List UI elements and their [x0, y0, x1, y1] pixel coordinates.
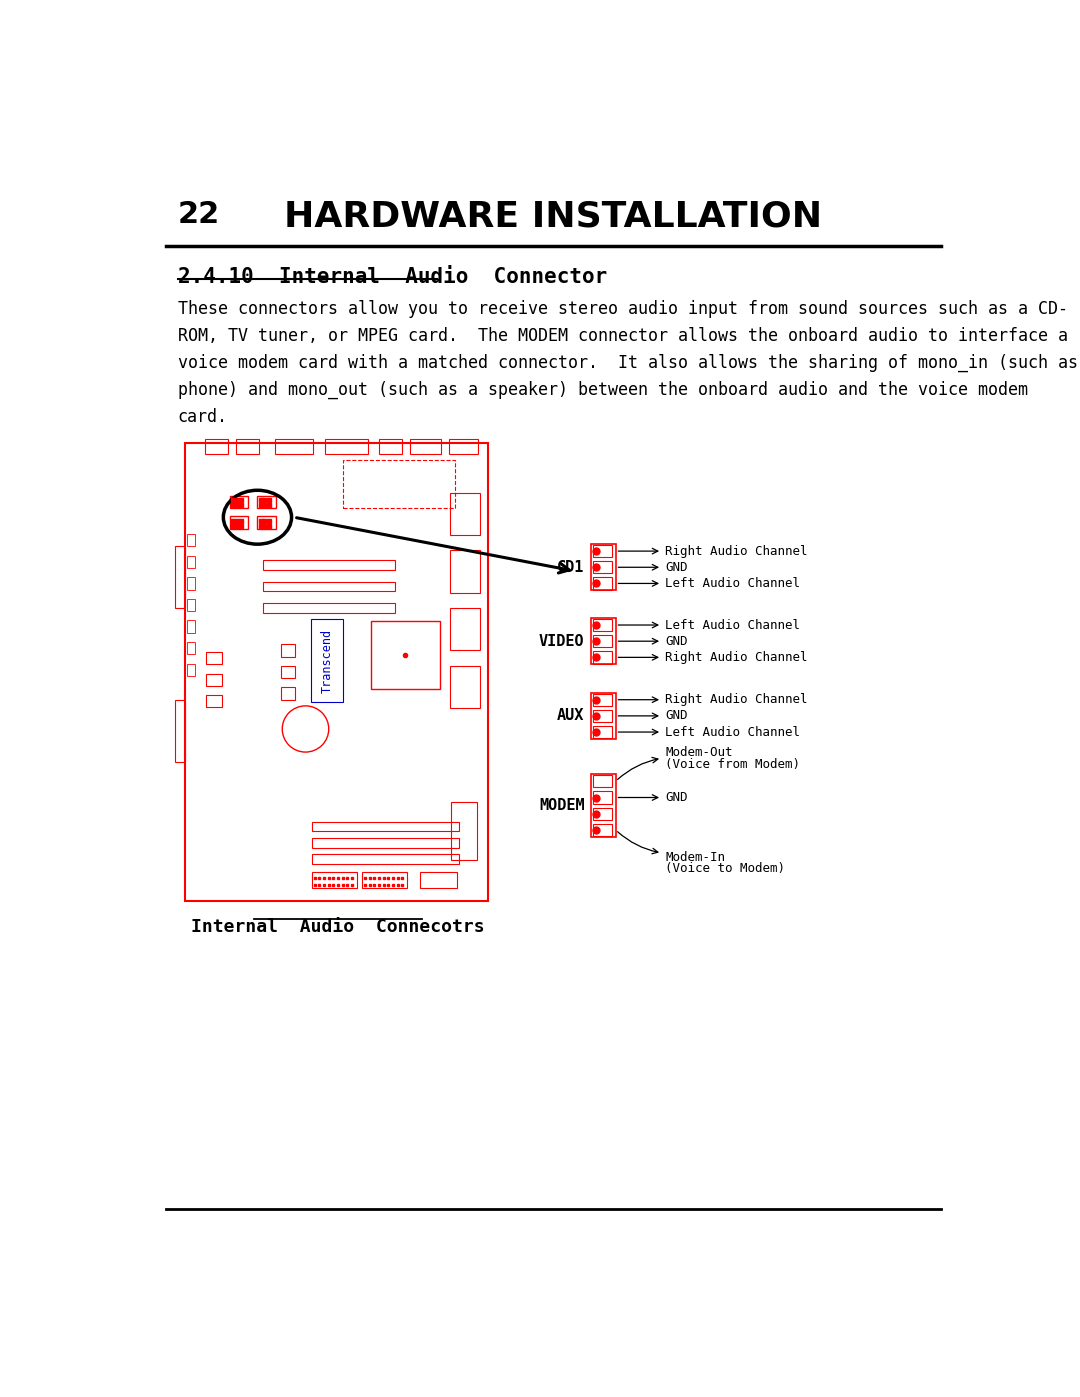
- Bar: [420, 872, 458, 887]
- Text: VIDEO: VIDEO: [539, 634, 584, 648]
- Bar: [451, 802, 476, 861]
- Bar: [187, 664, 194, 676]
- Bar: [593, 726, 611, 738]
- Text: 2.4.10  Internal  Audio  Connector: 2.4.10 Internal Audio Connector: [177, 267, 607, 286]
- Bar: [593, 545, 611, 557]
- Bar: [591, 545, 616, 591]
- Text: Left Audio Channel: Left Audio Channel: [665, 619, 800, 631]
- Text: MODEM: MODEM: [539, 798, 584, 813]
- Text: GND: GND: [665, 710, 688, 722]
- Bar: [281, 687, 295, 700]
- Bar: [591, 693, 616, 739]
- Bar: [262, 604, 394, 613]
- Bar: [312, 838, 459, 848]
- Bar: [593, 775, 611, 788]
- Bar: [262, 583, 394, 591]
- Text: Modem-In: Modem-In: [665, 851, 725, 865]
- Bar: [362, 872, 407, 887]
- Bar: [187, 599, 194, 610]
- Bar: [262, 560, 394, 570]
- Bar: [175, 700, 186, 763]
- Bar: [206, 652, 221, 665]
- Bar: [410, 439, 441, 454]
- Text: (Voice to Modem): (Voice to Modem): [665, 862, 785, 875]
- Bar: [450, 550, 480, 592]
- Text: CD1: CD1: [557, 560, 584, 574]
- Bar: [312, 855, 459, 863]
- Text: GND: GND: [665, 634, 688, 648]
- Bar: [175, 546, 186, 608]
- Bar: [206, 696, 221, 707]
- Text: Modem-Out: Modem-Out: [665, 746, 732, 759]
- Text: GND: GND: [665, 791, 688, 805]
- Bar: [325, 439, 367, 454]
- Bar: [450, 493, 480, 535]
- Bar: [187, 534, 194, 546]
- Text: voice modem card with a matched connector.  It also allows the sharing of mono_i: voice modem card with a matched connecto…: [177, 353, 1080, 372]
- Text: GND: GND: [665, 560, 688, 574]
- Text: phone) and mono_out (such as a speaker) between the onboard audio and the voice : phone) and mono_out (such as a speaker) …: [177, 381, 1028, 400]
- Bar: [312, 823, 459, 831]
- Bar: [230, 496, 248, 509]
- Bar: [312, 872, 356, 887]
- Bar: [593, 807, 611, 820]
- Bar: [593, 693, 611, 705]
- Text: card.: card.: [177, 408, 228, 426]
- Text: Right Audio Channel: Right Audio Channel: [665, 651, 808, 664]
- Text: ROM, TV tuner, or MPEG card.  The MODEM connector allows the onboard audio to in: ROM, TV tuner, or MPEG card. The MODEM c…: [177, 327, 1068, 345]
- Text: These connectors allow you to receive stereo audio input from sound sources such: These connectors allow you to receive st…: [177, 300, 1068, 319]
- Bar: [342, 460, 455, 509]
- Bar: [187, 577, 194, 590]
- Bar: [281, 666, 295, 678]
- Bar: [205, 439, 228, 454]
- Bar: [206, 673, 221, 686]
- Text: Left Audio Channel: Left Audio Channel: [665, 577, 800, 590]
- Text: Left Audio Channel: Left Audio Channel: [665, 725, 800, 739]
- Bar: [230, 517, 248, 529]
- Bar: [281, 644, 295, 657]
- Bar: [593, 651, 611, 664]
- Bar: [187, 556, 194, 569]
- Text: HARDWARE INSTALLATION: HARDWARE INSTALLATION: [284, 200, 823, 233]
- Bar: [450, 608, 480, 651]
- Text: Right Audio Channel: Right Audio Channel: [665, 545, 808, 557]
- Bar: [186, 443, 488, 901]
- Text: 22: 22: [177, 200, 220, 229]
- Bar: [593, 710, 611, 722]
- Text: Transcend: Transcend: [321, 629, 334, 693]
- Text: (Voice from Modem): (Voice from Modem): [665, 759, 800, 771]
- Bar: [257, 517, 276, 529]
- Text: Right Audio Channel: Right Audio Channel: [665, 693, 808, 707]
- Bar: [450, 666, 480, 708]
- Bar: [593, 791, 611, 803]
- Bar: [257, 496, 276, 509]
- Bar: [187, 643, 194, 654]
- Bar: [593, 562, 611, 573]
- Bar: [372, 622, 440, 689]
- Bar: [593, 577, 611, 590]
- Bar: [591, 774, 616, 837]
- Bar: [449, 439, 478, 454]
- Bar: [593, 824, 611, 835]
- Bar: [235, 439, 259, 454]
- Bar: [593, 619, 611, 631]
- Bar: [591, 617, 616, 665]
- Bar: [379, 439, 403, 454]
- Text: AUX: AUX: [557, 708, 584, 724]
- Bar: [274, 439, 313, 454]
- Text: Internal  Audio  Connecotrs: Internal Audio Connecotrs: [191, 918, 485, 936]
- Bar: [593, 636, 611, 647]
- Bar: [187, 620, 194, 633]
